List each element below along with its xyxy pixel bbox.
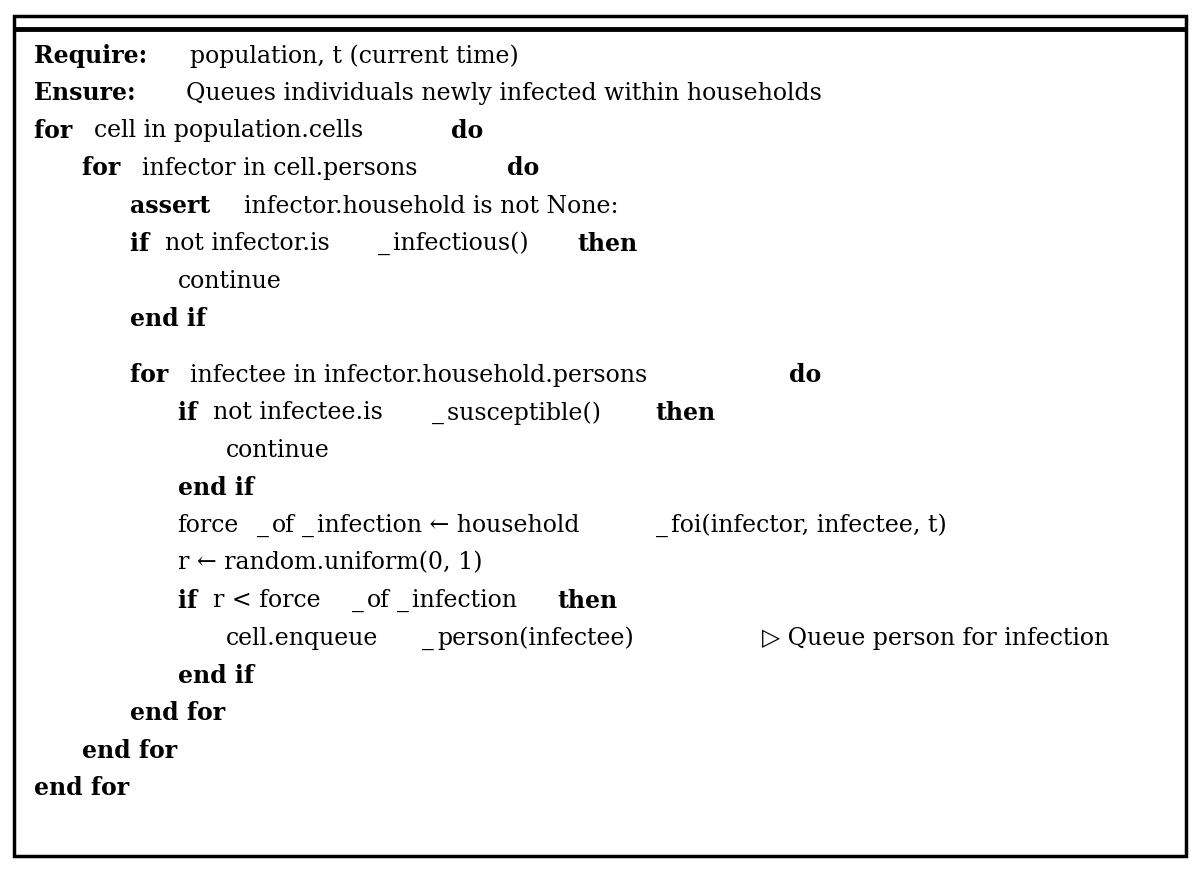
Text: end if: end if — [178, 663, 253, 688]
Text: _: _ — [257, 514, 269, 537]
Text: cell.enqueue: cell.enqueue — [226, 627, 378, 650]
Text: infection ← household: infection ← household — [317, 514, 580, 537]
Text: _: _ — [422, 627, 434, 650]
Text: do: do — [790, 363, 822, 388]
Text: do: do — [451, 119, 482, 143]
Text: _: _ — [397, 589, 408, 612]
Text: if: if — [130, 231, 157, 256]
Text: of: of — [272, 514, 295, 537]
Text: population, t (current time): population, t (current time) — [191, 45, 520, 67]
Text: assert: assert — [130, 194, 218, 218]
Text: end if: end if — [130, 306, 205, 331]
Text: _: _ — [378, 232, 389, 255]
Text: if: if — [178, 588, 205, 613]
Text: then: then — [577, 231, 637, 256]
Text: Queues individuals newly infected within households: Queues individuals newly infected within… — [186, 82, 822, 105]
Text: if: if — [178, 401, 205, 425]
Text: continue: continue — [226, 439, 330, 462]
Text: end for: end for — [34, 776, 128, 801]
Text: force: force — [178, 514, 239, 537]
Text: not infectee.is: not infectee.is — [212, 402, 383, 424]
Text: then: then — [557, 588, 617, 613]
Text: infectious(): infectious() — [392, 232, 536, 255]
Text: continue: continue — [178, 270, 282, 292]
Text: not infector.is: not infector.is — [164, 232, 330, 255]
Text: end if: end if — [178, 476, 253, 500]
Text: for: for — [130, 363, 176, 388]
Text: foi(infector, infectee, t): foi(infector, infectee, t) — [671, 514, 947, 537]
Text: _: _ — [655, 514, 667, 537]
Text: end for: end for — [82, 739, 176, 763]
Text: do: do — [506, 156, 539, 181]
Text: r ← random.uniform(0, 1): r ← random.uniform(0, 1) — [178, 552, 482, 574]
Text: cell in population.cells: cell in population.cells — [94, 120, 371, 142]
Text: Ensure:: Ensure: — [34, 81, 151, 106]
Text: Require:: Require: — [34, 44, 155, 68]
Text: infector.household is not None:: infector.household is not None: — [244, 195, 618, 217]
Text: of: of — [367, 589, 390, 612]
Text: susceptible(): susceptible() — [448, 402, 608, 424]
Text: ▷ Queue person for infection: ▷ Queue person for infection — [762, 627, 1109, 650]
Text: for: for — [34, 119, 80, 143]
Text: for: for — [82, 156, 128, 181]
Text: r < force: r < force — [212, 589, 320, 612]
Text: infector in cell.persons: infector in cell.persons — [142, 157, 425, 180]
Text: end for: end for — [130, 701, 224, 725]
Text: infectee in infector.household.persons: infectee in infector.household.persons — [190, 364, 654, 387]
Text: _: _ — [432, 402, 444, 424]
Text: _: _ — [301, 514, 313, 537]
Text: infection: infection — [412, 589, 524, 612]
Text: person(infectee): person(infectee) — [438, 627, 635, 650]
Text: then: then — [656, 401, 716, 425]
Text: _: _ — [352, 589, 364, 612]
